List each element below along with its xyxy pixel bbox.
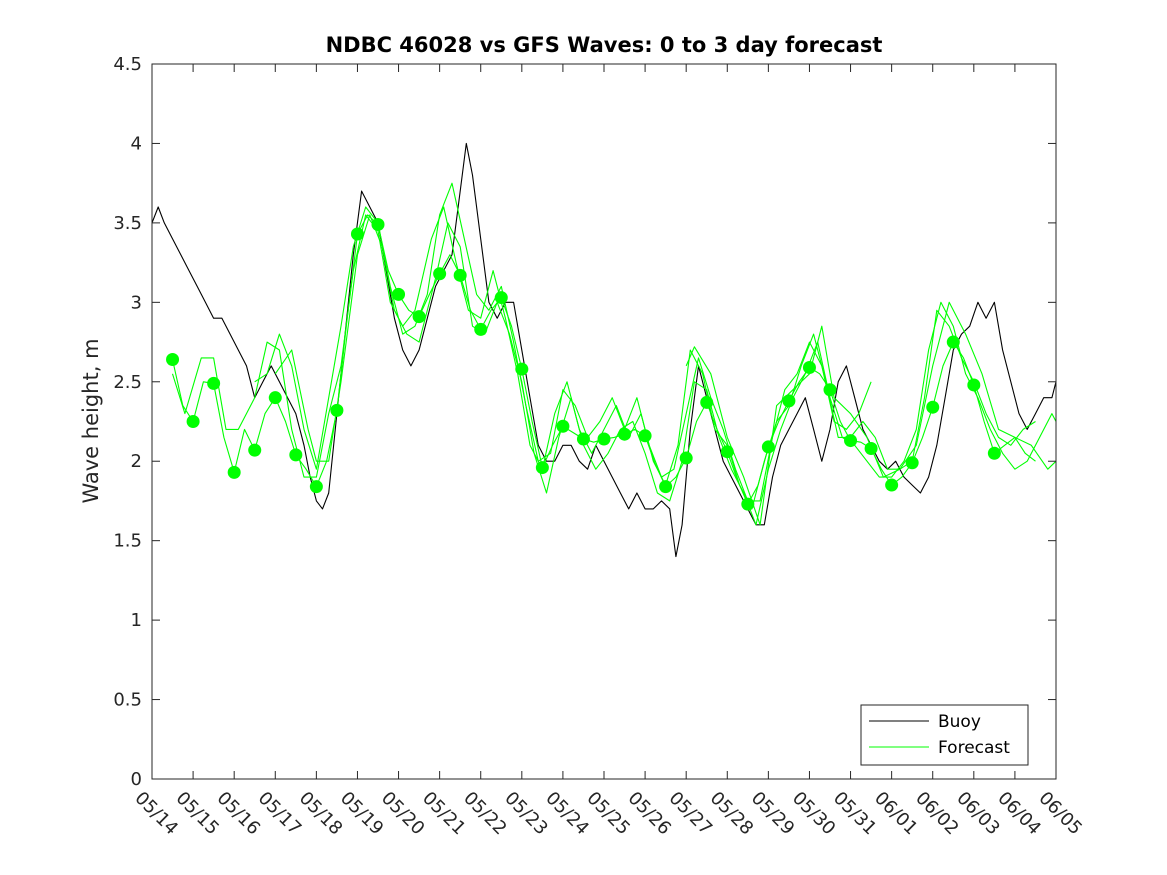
- forecast-marker: [227, 465, 241, 479]
- forecast-marker: [967, 378, 981, 392]
- legend-buoy-label: Buoy: [938, 712, 981, 732]
- forecast-marker: [309, 480, 323, 494]
- y-tick-label: 0: [131, 769, 142, 790]
- forecast-marker: [618, 427, 632, 441]
- forecast-marker: [330, 403, 344, 417]
- forecast-marker: [412, 310, 426, 324]
- forecast-marker: [802, 360, 816, 374]
- y-tick-label: 1: [131, 610, 142, 631]
- y-tick-label: 2: [131, 451, 142, 472]
- y-tick-label: 3: [131, 292, 142, 313]
- forecast-marker: [864, 442, 878, 456]
- forecast-marker: [392, 287, 406, 301]
- forecast-marker: [453, 268, 467, 282]
- forecast-marker: [905, 456, 919, 470]
- forecast-marker: [186, 415, 200, 428]
- forecast-marker: [885, 478, 899, 492]
- legend-forecast-label: Forecast: [938, 738, 1010, 758]
- forecast-marker: [433, 267, 447, 281]
- forecast-marker: [638, 429, 652, 443]
- forecast-marker: [289, 448, 303, 462]
- forecast-marker: [926, 400, 940, 414]
- forecast-marker: [268, 391, 282, 405]
- chart-title: NDBC 46028 vs GFS Waves: 0 to 3 day fore…: [326, 33, 883, 57]
- y-tick-label: 2.5: [113, 372, 142, 393]
- forecast-marker: [987, 446, 1001, 460]
- forecast-marker: [494, 291, 508, 305]
- forecast-marker: [761, 440, 775, 454]
- forecast-run-line-4: [685, 301, 1056, 526]
- buoy-series-line: [152, 142, 1056, 558]
- forecast-marker: [474, 322, 488, 336]
- plot-area: [152, 142, 1056, 558]
- forecast-marker: [371, 217, 385, 231]
- forecast-marker: [720, 445, 734, 459]
- forecast-marker: [700, 395, 714, 409]
- forecast-marker: [741, 497, 755, 511]
- forecast-marker: [782, 394, 796, 408]
- y-tick-label: 4.5: [113, 54, 142, 75]
- forecast-marker: [659, 480, 673, 494]
- forecast-markers: [166, 217, 1001, 511]
- y-tick-label: 4: [131, 133, 142, 154]
- forecast-marker: [207, 376, 221, 390]
- forecast-marker: [576, 432, 590, 446]
- legend: Buoy Forecast: [860, 704, 1029, 766]
- legend-box: [860, 704, 1029, 766]
- forecast-marker: [166, 353, 180, 367]
- forecast-marker: [823, 383, 837, 397]
- forecast-marker: [556, 419, 570, 433]
- forecast-run-line-2: [171, 206, 1036, 510]
- forecast-marker: [844, 434, 858, 448]
- forecast-run-line-5: [274, 214, 1056, 526]
- forecast-marker: [946, 335, 960, 349]
- forecast-marker: [535, 461, 549, 475]
- forecast-marker: [248, 443, 262, 457]
- forecast-marker: [515, 362, 529, 376]
- forecast-marker: [597, 432, 611, 446]
- y-tick-label: 3.5: [113, 213, 142, 234]
- y-tick-label: 0.5: [113, 690, 142, 711]
- forecast-marker: [679, 451, 693, 465]
- y-axis-label: Wave height, m: [79, 338, 103, 503]
- y-tick-label: 1.5: [113, 531, 142, 552]
- forecast-marker: [350, 227, 364, 241]
